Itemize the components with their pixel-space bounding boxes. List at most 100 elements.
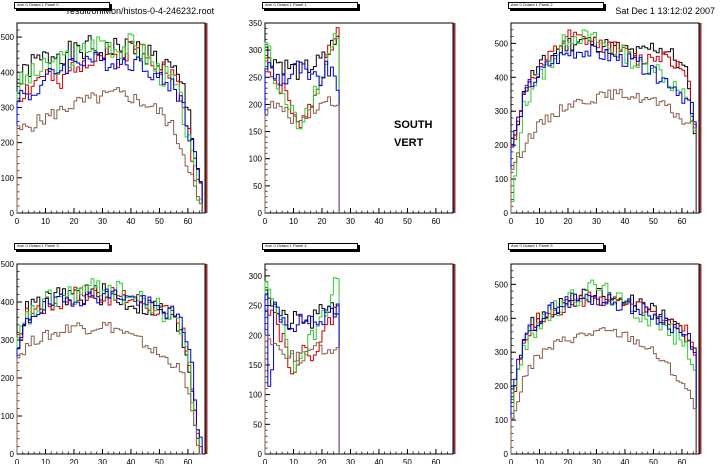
panel-title: Arm 0 Octant 1 Panel 5	[508, 243, 604, 250]
x-tick-label: 0	[509, 458, 514, 464]
series-red	[510, 29, 697, 213]
y-tick-label: 100	[1, 174, 15, 183]
x-tick-label: 10	[535, 458, 544, 464]
x-tick-label: 60	[431, 217, 440, 226]
series-blue	[16, 51, 203, 213]
y-tick-label: 0	[10, 209, 15, 218]
x-tick-label: 20	[318, 458, 327, 464]
x-tick-label: 30	[98, 458, 107, 464]
y-tick-label: 0	[504, 450, 509, 459]
y-tick-label: 200	[249, 331, 263, 340]
y-tick-label: 400	[1, 68, 15, 77]
x-tick-label: 60	[677, 458, 686, 464]
series-blue	[510, 293, 697, 454]
x-tick-label: 60	[677, 217, 686, 226]
series-blue	[16, 288, 203, 454]
y-tick-label: 0	[258, 209, 263, 218]
series-black	[16, 35, 203, 213]
x-tick-label: 50	[403, 217, 412, 226]
series-blue	[510, 44, 697, 213]
series-red	[510, 291, 697, 454]
y-tick-label: 500	[495, 280, 509, 289]
x-tick-label: 20	[70, 458, 79, 464]
y-tick-label: 100	[495, 416, 509, 425]
x-tick-label: 60	[183, 458, 192, 464]
x-tick-label: 30	[346, 458, 355, 464]
series-brown	[16, 321, 203, 455]
x-tick-label: 50	[649, 217, 658, 226]
y-tick-label: 100	[249, 391, 263, 400]
y-tick-label: 400	[495, 73, 509, 82]
series-green	[16, 278, 203, 455]
y-tick-label: 50	[253, 420, 262, 429]
panel-title: Arm 0 Octant 1 Panel 0	[14, 2, 110, 9]
x-tick-label: 40	[374, 458, 383, 464]
y-tick-label: 300	[249, 272, 263, 281]
y-tick-label: 200	[249, 100, 263, 109]
plot-frame	[510, 263, 700, 455]
series-red	[264, 305, 340, 454]
y-tick-label: 100	[1, 412, 15, 421]
annotation-south: SOUTH	[394, 119, 433, 131]
panel-title: Arm 0 Octant 1 Panel 3	[14, 243, 110, 250]
x-tick-label: 30	[592, 217, 601, 226]
y-tick-label: 100	[495, 175, 509, 184]
x-tick-label: 50	[403, 458, 412, 464]
y-tick-label: 300	[1, 336, 15, 345]
y-tick-label: 150	[249, 361, 263, 370]
y-tick-label: 500	[1, 260, 15, 269]
y-tick-label: 300	[249, 46, 263, 55]
x-tick-label: 20	[564, 217, 573, 226]
x-tick-label: 0	[15, 217, 20, 226]
panel-title: Arm 0 Octant 1 Panel 4	[262, 243, 358, 250]
x-tick-label: 50	[649, 458, 658, 464]
y-tick-label: 350	[249, 19, 263, 28]
x-tick-label: 0	[263, 458, 268, 464]
x-tick-label: 40	[620, 458, 629, 464]
y-tick-label: 0	[504, 209, 509, 218]
x-tick-label: 40	[126, 217, 135, 226]
x-tick-label: 0	[509, 217, 514, 226]
y-tick-label: 200	[495, 382, 509, 391]
series-brown	[510, 327, 697, 454]
y-tick-label: 300	[495, 348, 509, 357]
y-tick-label: 150	[249, 128, 263, 137]
x-tick-label: 30	[98, 217, 107, 226]
x-tick-label: 20	[70, 217, 79, 226]
x-tick-label: 50	[155, 458, 164, 464]
x-tick-label: 0	[15, 458, 20, 464]
y-tick-label: 300	[1, 103, 15, 112]
series-brown	[16, 87, 203, 213]
series-brown	[510, 88, 697, 213]
x-tick-label: 10	[535, 217, 544, 226]
x-tick-label: 60	[431, 458, 440, 464]
series-blue	[264, 294, 340, 454]
x-tick-label: 20	[318, 217, 327, 226]
panel-title: Arm 0 Octant 1 Panel 1	[262, 2, 358, 9]
x-tick-label: 60	[183, 217, 192, 226]
y-tick-label: 250	[249, 73, 263, 82]
series-green	[16, 33, 203, 213]
series-green	[510, 279, 697, 454]
series-brown	[264, 334, 340, 454]
y-tick-label: 250	[249, 302, 263, 311]
annotation-vert: VERT	[394, 137, 424, 149]
y-tick-label: 200	[1, 374, 15, 383]
x-tick-label: 10	[41, 217, 50, 226]
x-tick-label: 20	[564, 458, 573, 464]
datetime-label: Sat Dec 1 13:12:02 2007	[615, 6, 715, 16]
y-tick-label: 500	[1, 33, 15, 42]
y-tick-label: 50	[253, 182, 262, 191]
y-tick-label: 400	[495, 314, 509, 323]
y-tick-label: 200	[1, 139, 15, 148]
x-tick-label: 40	[374, 217, 383, 226]
y-tick-label: 100	[249, 155, 263, 164]
panel-title: Arm 0 Octant 1 Panel 2	[508, 2, 604, 9]
x-tick-label: 0	[263, 217, 268, 226]
x-tick-label: 10	[289, 217, 298, 226]
